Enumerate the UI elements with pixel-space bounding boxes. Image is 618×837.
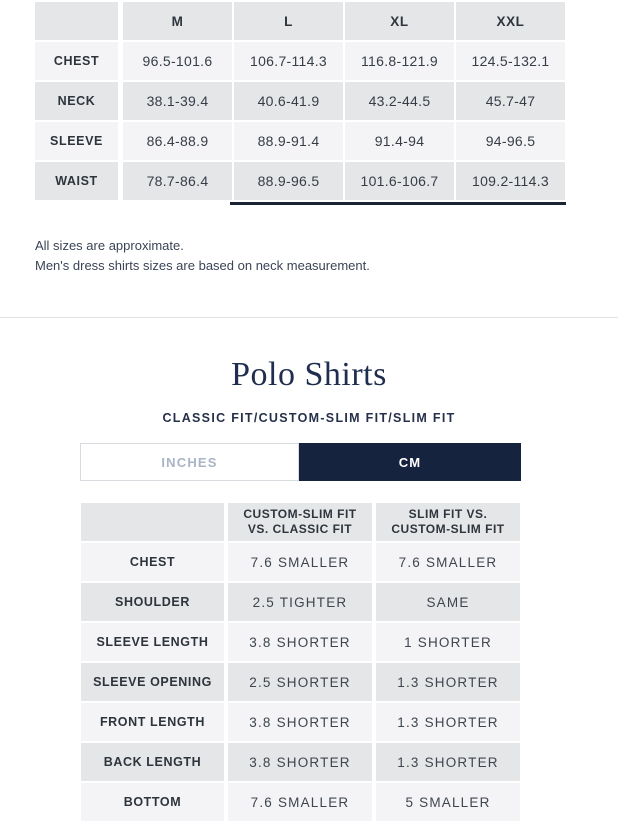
row-label: BACK LENGTH [81,743,224,781]
row-label: SHOULDER [81,583,224,621]
fit-row-bottom: BOTTOM 7.6 SMALLER 5 SMALLER [81,783,618,821]
row-label: FRONT LENGTH [81,703,224,741]
unit-toggle: INCHES CM [80,443,521,481]
column-header-m: M [123,2,232,40]
row-label: SLEEVE OPENING [81,663,224,701]
fit-row-shoulder: SHOULDER 2.5 TIGHTER SAME [81,583,618,621]
fit-table-corner-cell [81,503,224,541]
fit-value: 2.5 SHORTER [228,663,372,701]
fit-value: 2.5 TIGHTER [228,583,372,621]
fit-value: 3.8 SHORTER [228,703,372,741]
size-value: 124.5-132.1 [456,42,565,80]
size-value: 88.9-91.4 [234,122,343,160]
column-header-xxl: XXL [456,2,565,40]
polo-fit-subtitle: CLASSIC FIT/CUSTOM-SLIM FIT/SLIM FIT [162,411,456,425]
size-row-chest: CHEST 96.5-101.6 106.7-114.3 116.8-121.9… [35,42,618,80]
size-value: 86.4-88.9 [123,122,232,160]
column-header-slim-vs-custom-slim: SLIM FIT VS. CUSTOM-SLIM FIT [376,503,520,541]
fit-value: 7.6 SMALLER [376,543,520,581]
size-value: 116.8-121.9 [345,42,454,80]
inches-tab[interactable]: INCHES [80,443,299,481]
header-line: CUSTOM-SLIM FIT [243,507,357,521]
fit-value: 1.3 SHORTER [376,703,520,741]
polo-shirts-title: Polo Shirts [231,356,387,393]
row-label: WAIST [35,162,118,200]
size-row-waist: WAIST 78.7-86.4 88.9-96.5 101.6-106.7 10… [35,162,618,200]
size-value: 40.6-41.9 [234,82,343,120]
column-header-xl: XL [345,2,454,40]
size-table-corner-cell [35,2,118,40]
fit-value: 5 SMALLER [376,783,520,821]
row-label: BOTTOM [81,783,224,821]
cm-tab[interactable]: CM [299,443,521,481]
fit-value: SAME [376,583,520,621]
row-label: CHEST [35,42,118,80]
size-value: 91.4-94 [345,122,454,160]
row-label: SLEEVE LENGTH [81,623,224,661]
fit-value: 1.3 SHORTER [376,663,520,701]
header-line: SLIM FIT VS. [408,507,488,521]
fit-row-chest: CHEST 7.6 SMALLER 7.6 SMALLER [81,543,618,581]
header-line: VS. CLASSIC FIT [247,522,353,536]
size-value: 101.6-106.7 [345,162,454,200]
fit-row-front-length: FRONT LENGTH 3.8 SHORTER 1.3 SHORTER [81,703,618,741]
size-value: 78.7-86.4 [123,162,232,200]
section-divider [0,317,618,318]
fit-value: 7.6 SMALLER [228,783,372,821]
note-approximate: All sizes are approximate. [35,238,184,253]
column-header-custom-slim-vs-classic: CUSTOM-SLIM FIT VS. CLASSIC FIT [228,503,372,541]
fit-value: 1.3 SHORTER [376,743,520,781]
size-table-header-row: M L XL XXL [35,2,618,40]
header-line: CUSTOM-SLIM FIT [391,522,505,536]
dress-shirt-size-table: M L XL XXL CHEST 96.5-101.6 106.7-114.3 … [35,2,618,200]
size-value: 109.2-114.3 [456,162,565,200]
size-value: 88.9-96.5 [234,162,343,200]
size-notes: All sizes are approximate. Men's dress s… [35,236,618,276]
note-neck-measurement: Men's dress shirts sizes are based on ne… [35,258,370,273]
fit-comparison-table: CUSTOM-SLIM FIT VS. CLASSIC FIT SLIM FIT… [81,503,618,821]
fit-value: 7.6 SMALLER [228,543,372,581]
size-value: 45.7-47 [456,82,565,120]
size-value: 94-96.5 [456,122,565,160]
size-value: 96.5-101.6 [123,42,232,80]
size-row-neck: NECK 38.1-39.4 40.6-41.9 43.2-44.5 45.7-… [35,82,618,120]
size-table-horizontal-scrollbar[interactable] [230,202,566,205]
size-value: 43.2-44.5 [345,82,454,120]
fit-value: 1 SHORTER [376,623,520,661]
fit-value: 3.8 SHORTER [228,623,372,661]
size-value: 106.7-114.3 [234,42,343,80]
column-header-l: L [234,2,343,40]
row-label: SLEEVE [35,122,118,160]
row-label: NECK [35,82,118,120]
size-value: 38.1-39.4 [123,82,232,120]
fit-row-back-length: BACK LENGTH 3.8 SHORTER 1.3 SHORTER [81,743,618,781]
fit-value: 3.8 SHORTER [228,743,372,781]
fit-row-sleeve-length: SLEEVE LENGTH 3.8 SHORTER 1 SHORTER [81,623,618,661]
row-label: CHEST [81,543,224,581]
size-row-sleeve: SLEEVE 86.4-88.9 88.9-91.4 91.4-94 94-96… [35,122,618,160]
fit-table-header-row: CUSTOM-SLIM FIT VS. CLASSIC FIT SLIM FIT… [81,503,618,541]
fit-row-sleeve-opening: SLEEVE OPENING 2.5 SHORTER 1.3 SHORTER [81,663,618,701]
